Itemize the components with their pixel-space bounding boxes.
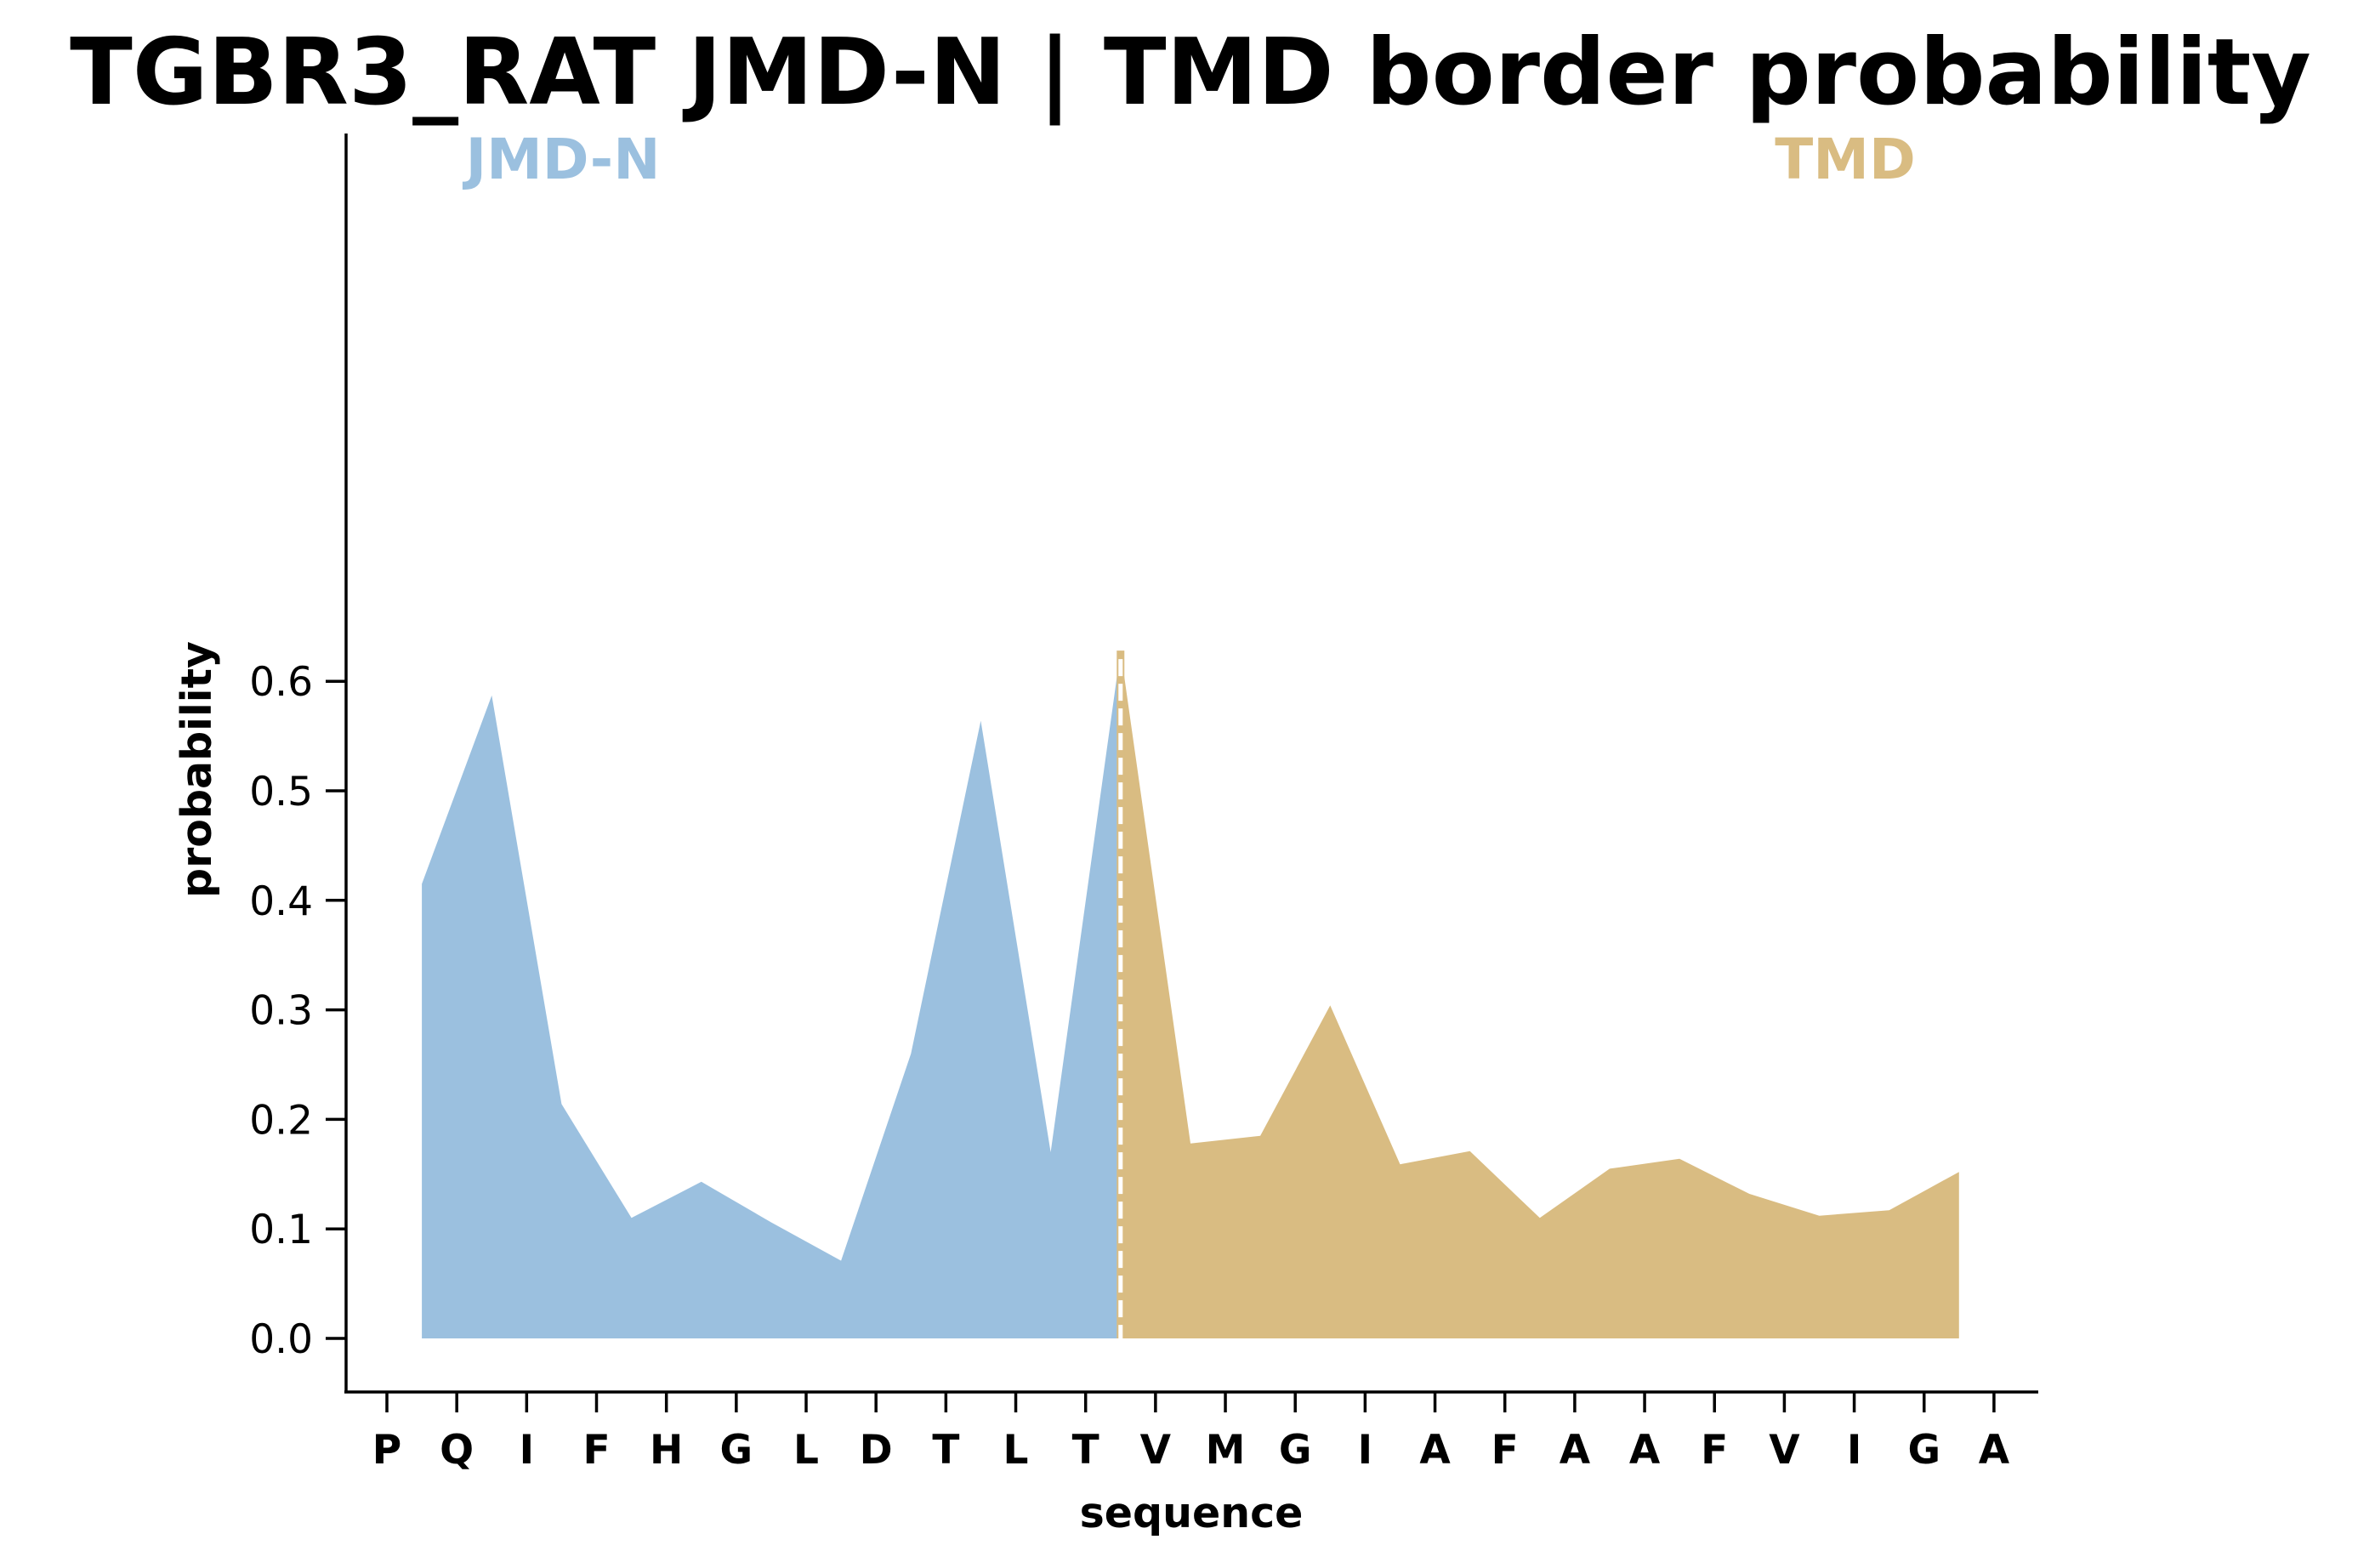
y-tick-label: 0.4 [249, 878, 313, 925]
y-axis-label: probability [173, 641, 221, 898]
x-tick-label: I [520, 1427, 535, 1474]
y-tick-label: 0.3 [249, 988, 313, 1035]
x-tick-label: A [1419, 1427, 1451, 1474]
x-tick-label: D [860, 1427, 893, 1474]
x-tick-label: L [1003, 1427, 1029, 1474]
y-tick-label: 0.6 [249, 659, 313, 706]
x-tick-label: P [372, 1427, 401, 1474]
x-tick-label: V [1769, 1427, 1800, 1474]
x-tick-label: M [1206, 1427, 1246, 1474]
x-tick-label: H [650, 1427, 683, 1474]
x-tick-label: G [720, 1427, 753, 1474]
y-tick-label: 0.1 [249, 1207, 313, 1253]
x-tick-label: F [1701, 1427, 1728, 1474]
chart-title: TGBR3_RAT JMD-N | TMD border probability [70, 20, 2311, 126]
x-tick-label: A [1629, 1427, 1661, 1474]
y-tick-label: 0.2 [249, 1097, 313, 1144]
area-tmd [1120, 650, 1959, 1338]
y-tick-label: 0.5 [249, 769, 313, 815]
y-ticks: 0.0 0.1 0.2 0.3 0.4 0.5 0.6 [249, 659, 346, 1363]
x-tick-label: F [1491, 1427, 1519, 1474]
x-axis-label: sequence [1080, 1489, 1304, 1537]
x-tick-label: G [1279, 1427, 1312, 1474]
y-tick-label: 0.0 [249, 1316, 313, 1363]
x-tick-label: G [1907, 1427, 1940, 1474]
region-label-jmd-n: JMD-N [463, 127, 661, 192]
x-tick-label: A [1560, 1427, 1591, 1474]
x-tick-label: Q [440, 1427, 474, 1474]
x-tick-label: A [1979, 1427, 2010, 1474]
x-tick-label: I [1847, 1427, 1862, 1474]
x-tick-label: F [582, 1427, 610, 1474]
region-labels: JMD-N TMD [463, 127, 1916, 192]
x-tick-label: T [1072, 1427, 1099, 1474]
x-tick-label: T [932, 1427, 959, 1474]
x-tick-label: I [1358, 1427, 1373, 1474]
x-tick-label: V [1140, 1427, 1172, 1474]
area-layer [422, 650, 1959, 1338]
area-jmd-n [422, 650, 1121, 1338]
region-label-tmd: TMD [1775, 127, 1915, 192]
x-tick-label: L [793, 1427, 819, 1474]
